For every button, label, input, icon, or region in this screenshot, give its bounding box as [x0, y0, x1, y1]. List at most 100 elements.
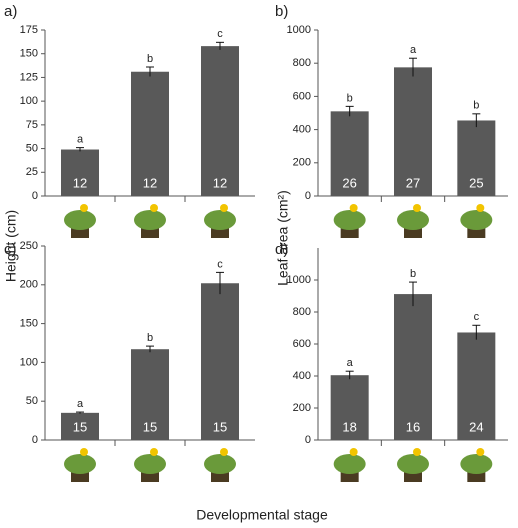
sample-size: 15 — [73, 419, 87, 434]
plant-leaves — [397, 454, 429, 474]
panel-label: c) — [4, 241, 17, 258]
plant-flower — [150, 448, 158, 456]
plant-pot — [71, 228, 89, 238]
y-tick-label: 150 — [20, 318, 38, 330]
plant-leaves — [333, 454, 366, 474]
plant-leaves — [134, 210, 166, 230]
bar — [131, 71, 169, 196]
y-tick-label: 50 — [26, 395, 38, 407]
plant-leaves — [204, 454, 236, 474]
plant-pot — [71, 472, 89, 482]
y-tick-label: 800 — [293, 57, 311, 69]
plant-pot — [211, 228, 229, 238]
plant-flower — [349, 204, 358, 212]
significance-letter: b — [410, 268, 416, 280]
bar — [201, 46, 239, 196]
plant-flower — [413, 204, 421, 212]
significance-letter: a — [347, 357, 354, 369]
y-tick-label: 1000 — [287, 274, 311, 286]
y-tick-label: 200 — [293, 157, 311, 169]
significance-letter: a — [77, 398, 84, 410]
plant-pot — [404, 472, 422, 482]
sample-size: 12 — [73, 175, 87, 190]
y-tick-label: 50 — [26, 142, 38, 154]
significance-letter: a — [410, 44, 417, 56]
plant-leaves — [64, 210, 96, 230]
plant-flower — [349, 448, 358, 456]
plant-leaves — [204, 210, 236, 230]
significance-letter: c — [217, 28, 223, 40]
plant-pot — [211, 472, 229, 482]
plant-flower — [476, 204, 485, 212]
plant-pot — [467, 472, 486, 482]
y-tick-label: 0 — [32, 190, 38, 202]
y-tick-label: 600 — [293, 338, 311, 350]
significance-letter: a — [77, 134, 84, 146]
y-tick-label: 200 — [293, 402, 311, 414]
y-tick-label: 800 — [293, 306, 311, 318]
bar — [131, 349, 169, 440]
y-tick-label: 100 — [20, 356, 38, 368]
y-tick-label: 400 — [293, 370, 311, 382]
sample-size: 16 — [406, 419, 420, 434]
y-tick-label: 1000 — [287, 24, 311, 36]
panel-label: a) — [4, 3, 17, 20]
significance-letter: c — [217, 258, 223, 270]
plant-flower — [220, 204, 228, 212]
panel-label: b) — [275, 3, 288, 20]
plant-flower — [80, 204, 88, 212]
y-tick-label: 0 — [32, 434, 38, 446]
bar — [330, 375, 369, 440]
plant-pot — [340, 472, 359, 482]
plant-leaves — [333, 210, 366, 230]
y-tick-label: 175 — [20, 24, 38, 36]
plant-flower — [413, 448, 421, 456]
y-axis-label: Height (cm) — [3, 210, 19, 282]
bar — [457, 332, 496, 440]
plant-flower — [220, 448, 228, 456]
plant-leaves — [397, 210, 429, 230]
sample-size: 12 — [213, 175, 227, 190]
x-axis-label: Developmental stage — [196, 507, 328, 523]
sample-size: 18 — [342, 419, 356, 434]
plant-leaves — [64, 454, 96, 474]
bar — [330, 111, 369, 196]
plant-pot — [141, 228, 159, 238]
bar — [394, 294, 432, 440]
bar — [61, 412, 99, 440]
y-tick-label: 150 — [20, 48, 38, 60]
plant-leaves — [134, 454, 166, 474]
sample-size: 12 — [143, 175, 157, 190]
plant-flower — [80, 448, 88, 456]
plant-pot — [340, 228, 359, 238]
significance-letter: b — [147, 332, 153, 344]
plant-pot — [467, 228, 486, 238]
y-tick-label: 125 — [20, 71, 38, 83]
y-tick-label: 75 — [26, 119, 38, 131]
plant-flower — [476, 448, 485, 456]
y-tick-label: 200 — [20, 279, 38, 291]
significance-letter: b — [473, 100, 479, 112]
bar — [61, 149, 99, 196]
panel-label: d) — [275, 241, 288, 258]
y-tick-label: 0 — [305, 434, 311, 446]
y-tick-label: 250 — [20, 240, 38, 252]
y-axis-label: Leaf area (cm²) — [275, 190, 291, 286]
bar — [201, 283, 239, 440]
significance-letter: b — [147, 53, 153, 65]
sample-size: 15 — [143, 419, 157, 434]
sample-size: 27 — [406, 175, 420, 190]
bar — [394, 67, 432, 196]
sample-size: 15 — [213, 419, 227, 434]
significance-letter: b — [347, 92, 353, 104]
sample-size: 26 — [342, 175, 356, 190]
bar — [457, 120, 496, 196]
significance-letter: c — [474, 311, 480, 323]
y-tick-label: 600 — [293, 90, 311, 102]
y-tick-label: 400 — [293, 124, 311, 136]
plant-leaves — [460, 454, 493, 474]
plant-flower — [150, 204, 158, 212]
y-tick-label: 25 — [26, 166, 38, 178]
sample-size: 25 — [469, 175, 483, 190]
